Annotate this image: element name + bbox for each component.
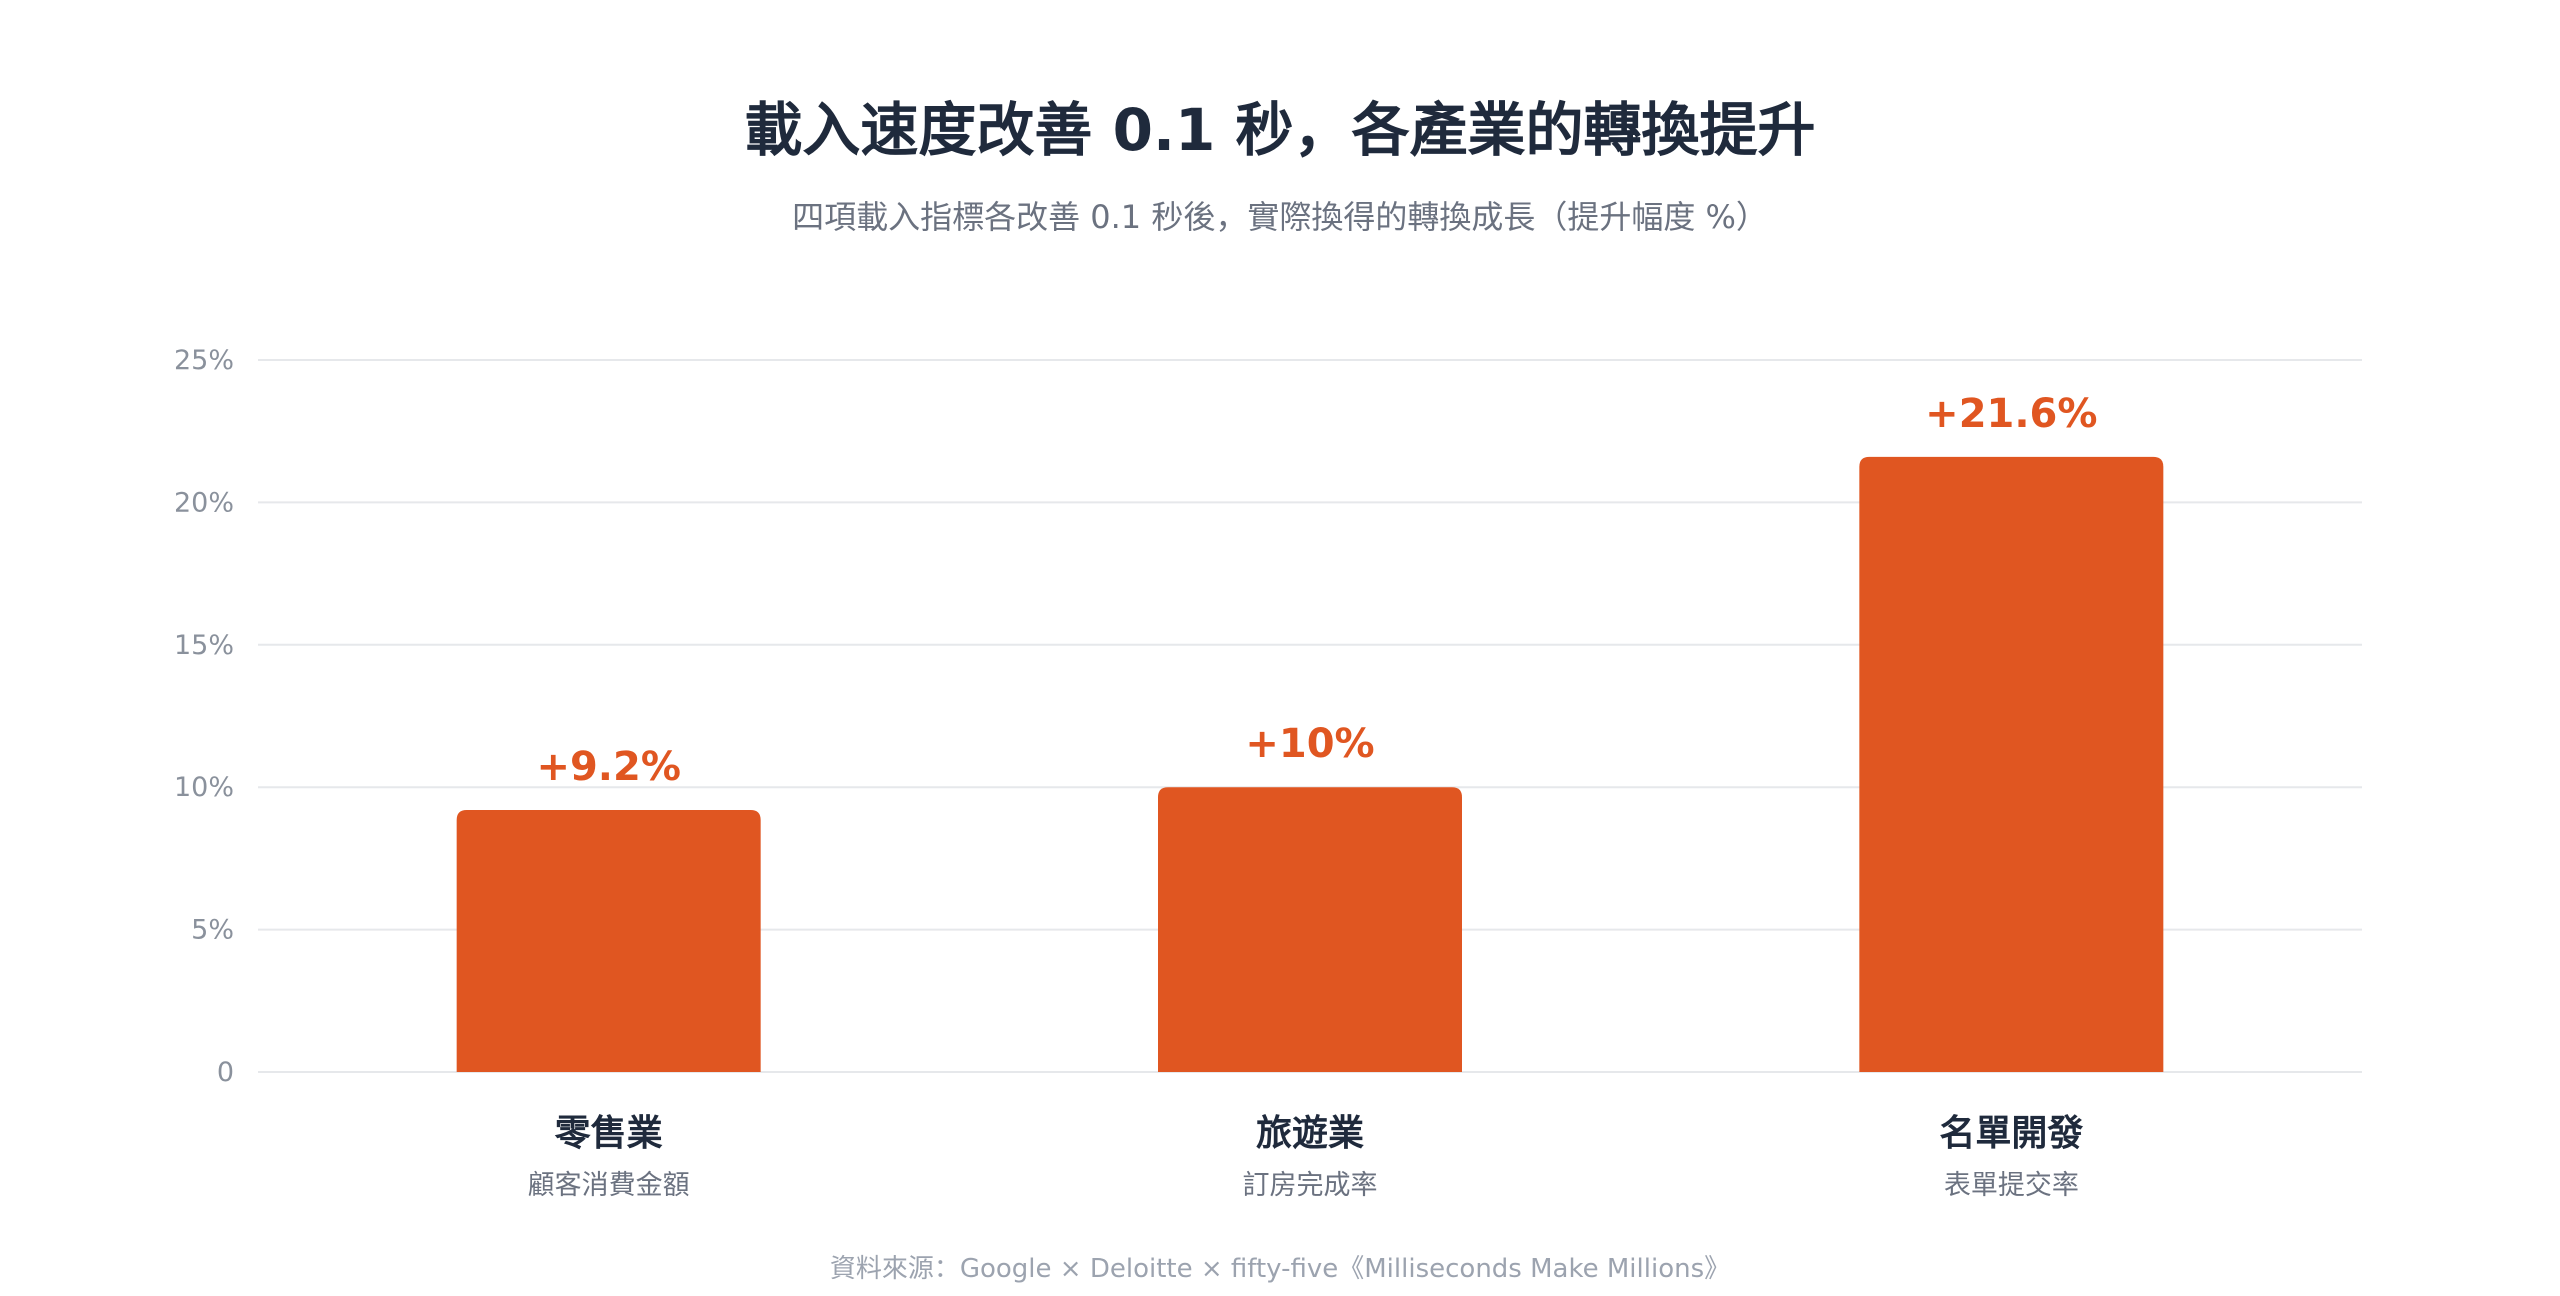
category-label: 零售業 bbox=[555, 1113, 663, 1154]
y-tick-label: 25% bbox=[174, 345, 234, 376]
chart-title: 載入速度改善 0.1 秒，各產業的轉換提升 bbox=[744, 96, 1816, 164]
y-tick-label: 15% bbox=[174, 630, 234, 661]
category-sublabel: 顧客消費金額 bbox=[528, 1170, 690, 1201]
category-sublabel: 訂房完成率 bbox=[1243, 1170, 1378, 1201]
category-label: 名單開發 bbox=[1939, 1113, 2083, 1154]
bar-2 bbox=[1158, 787, 1462, 1072]
y-tick-label: 20% bbox=[174, 487, 234, 518]
value-label: +10% bbox=[1245, 721, 1374, 767]
chart-subtitle: 四項載入指標各改善 0.1 秒後，實際換得的轉換成長（提升幅度 %） bbox=[792, 198, 1768, 236]
bar-1 bbox=[456, 809, 761, 1072]
category-sublabel: 表單提交率 bbox=[1944, 1170, 2079, 1201]
bar-layer bbox=[456, 456, 2164, 1072]
y-tick-label: 10% bbox=[174, 772, 234, 803]
source-note: 資料來源：Google × Deloitte × fifty-five《Mill… bbox=[829, 1254, 1731, 1284]
category-label: 旅遊業 bbox=[1256, 1113, 1364, 1154]
y-tick-label: 0 bbox=[217, 1057, 234, 1088]
bar-3 bbox=[1859, 456, 2164, 1072]
value-label: +9.2% bbox=[536, 744, 680, 790]
y-tick-label: 5% bbox=[191, 915, 234, 946]
value-label: +21.6% bbox=[1925, 391, 2097, 437]
